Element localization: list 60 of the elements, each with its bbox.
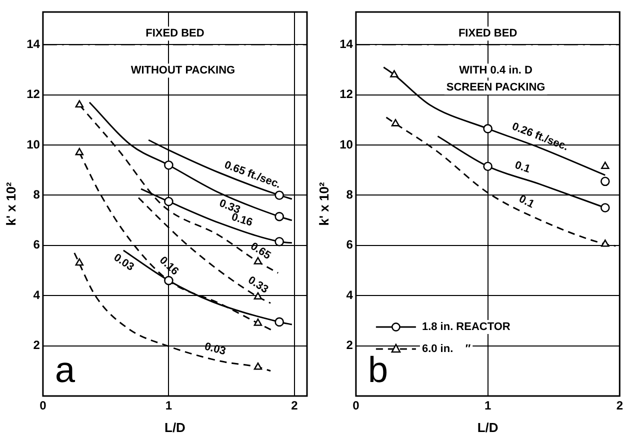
y-tick-label: 2 <box>346 338 354 352</box>
point <box>601 240 610 247</box>
annotation: 0.33 <box>246 274 270 296</box>
point <box>75 258 84 266</box>
point <box>164 160 174 170</box>
y-tick-label: 8 <box>346 188 354 202</box>
legend-label: 1.8 in. REACTOR <box>422 321 510 334</box>
point <box>254 362 262 370</box>
x-tick-label: 2 <box>616 398 624 413</box>
point <box>274 212 284 222</box>
x-axis-title: L/D <box>164 420 186 435</box>
point <box>254 318 262 326</box>
annotation: 0.16 <box>156 254 181 278</box>
x-tick-label: 2 <box>291 398 298 413</box>
y-tick-label: 10 <box>26 137 40 152</box>
annotation: 0.65 <box>248 240 273 262</box>
point <box>600 176 610 186</box>
x-tick-label: 0 <box>352 398 360 413</box>
y-tick-label: 4 <box>33 288 40 302</box>
point <box>274 317 284 327</box>
point <box>483 162 492 172</box>
point <box>274 190 284 200</box>
point <box>254 292 262 300</box>
point <box>601 162 610 170</box>
point <box>164 276 174 286</box>
point <box>390 70 398 78</box>
point <box>391 119 400 126</box>
y-tick-label: 10 <box>340 137 354 152</box>
y-tick-label: 2 <box>33 338 40 352</box>
x-tick-label: 0 <box>40 398 47 413</box>
point <box>75 148 84 156</box>
text: a <box>54 348 76 390</box>
annotation: 0.1 <box>516 193 536 211</box>
point <box>75 100 84 108</box>
annotation: 0.03 <box>111 252 136 274</box>
y-tick-label: 14 <box>26 36 40 51</box>
y-tick-label: 4 <box>346 288 354 302</box>
y-tick-label: 6 <box>33 238 40 252</box>
y-tick-label: 8 <box>33 188 40 202</box>
point <box>164 196 174 206</box>
y-axis-title: k' x 10² <box>316 182 332 226</box>
point <box>600 203 610 212</box>
x-tick-label: 1 <box>165 398 172 413</box>
y-tick-label: 12 <box>26 87 40 102</box>
point <box>274 236 284 246</box>
annotation: WITH 0.4 in. D <box>459 64 533 77</box>
text: b <box>368 348 388 390</box>
y-tick-label: 6 <box>346 238 354 252</box>
legend-label: 6.0 in. ″ <box>422 343 472 356</box>
x-axis-title: L/D <box>477 420 498 435</box>
annotation: SCREEN PACKING <box>446 82 546 94</box>
ref-line-label: FIXED BED <box>458 28 518 40</box>
y-tick-label: 12 <box>340 87 354 102</box>
x-tick-label: 1 <box>484 398 492 413</box>
ref-line-label: FIXED BED <box>146 28 204 40</box>
y-axis-title: k' x 10² <box>3 182 18 226</box>
annotation: WITHOUT PACKING <box>130 64 236 77</box>
point <box>483 124 492 134</box>
y-tick-label: 14 <box>340 36 354 51</box>
annotation: 0.1 <box>513 159 532 176</box>
